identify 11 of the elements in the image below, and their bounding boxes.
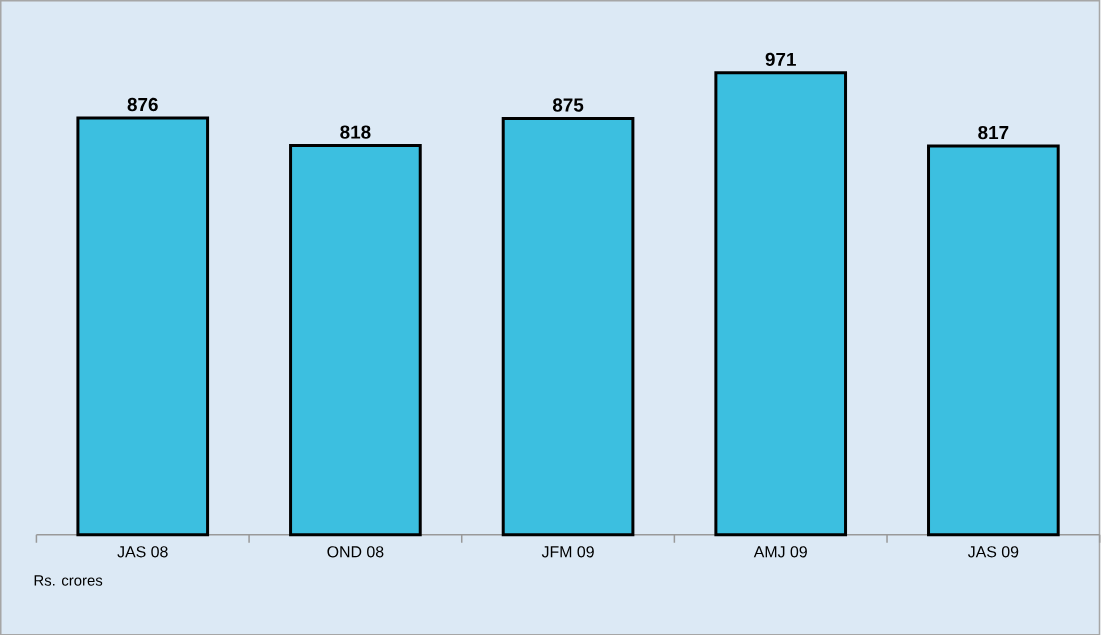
- data-label: 818: [340, 125, 371, 139]
- x-tick-label: JAS 09: [967, 545, 1019, 558]
- data-label: 817: [978, 125, 1009, 140]
- x-tick-label: JAS 08: [117, 545, 168, 558]
- data-label: 875: [552, 98, 584, 112]
- data-label: 876: [127, 97, 158, 112]
- data-label: 971: [765, 52, 796, 66]
- text: Rs. crores: [34, 575, 103, 586]
- x-tick-label: OND 08: [327, 545, 384, 558]
- x-tick-label: AMJ 09: [753, 545, 807, 558]
- x-tick-label: JFM 09: [541, 545, 594, 558]
